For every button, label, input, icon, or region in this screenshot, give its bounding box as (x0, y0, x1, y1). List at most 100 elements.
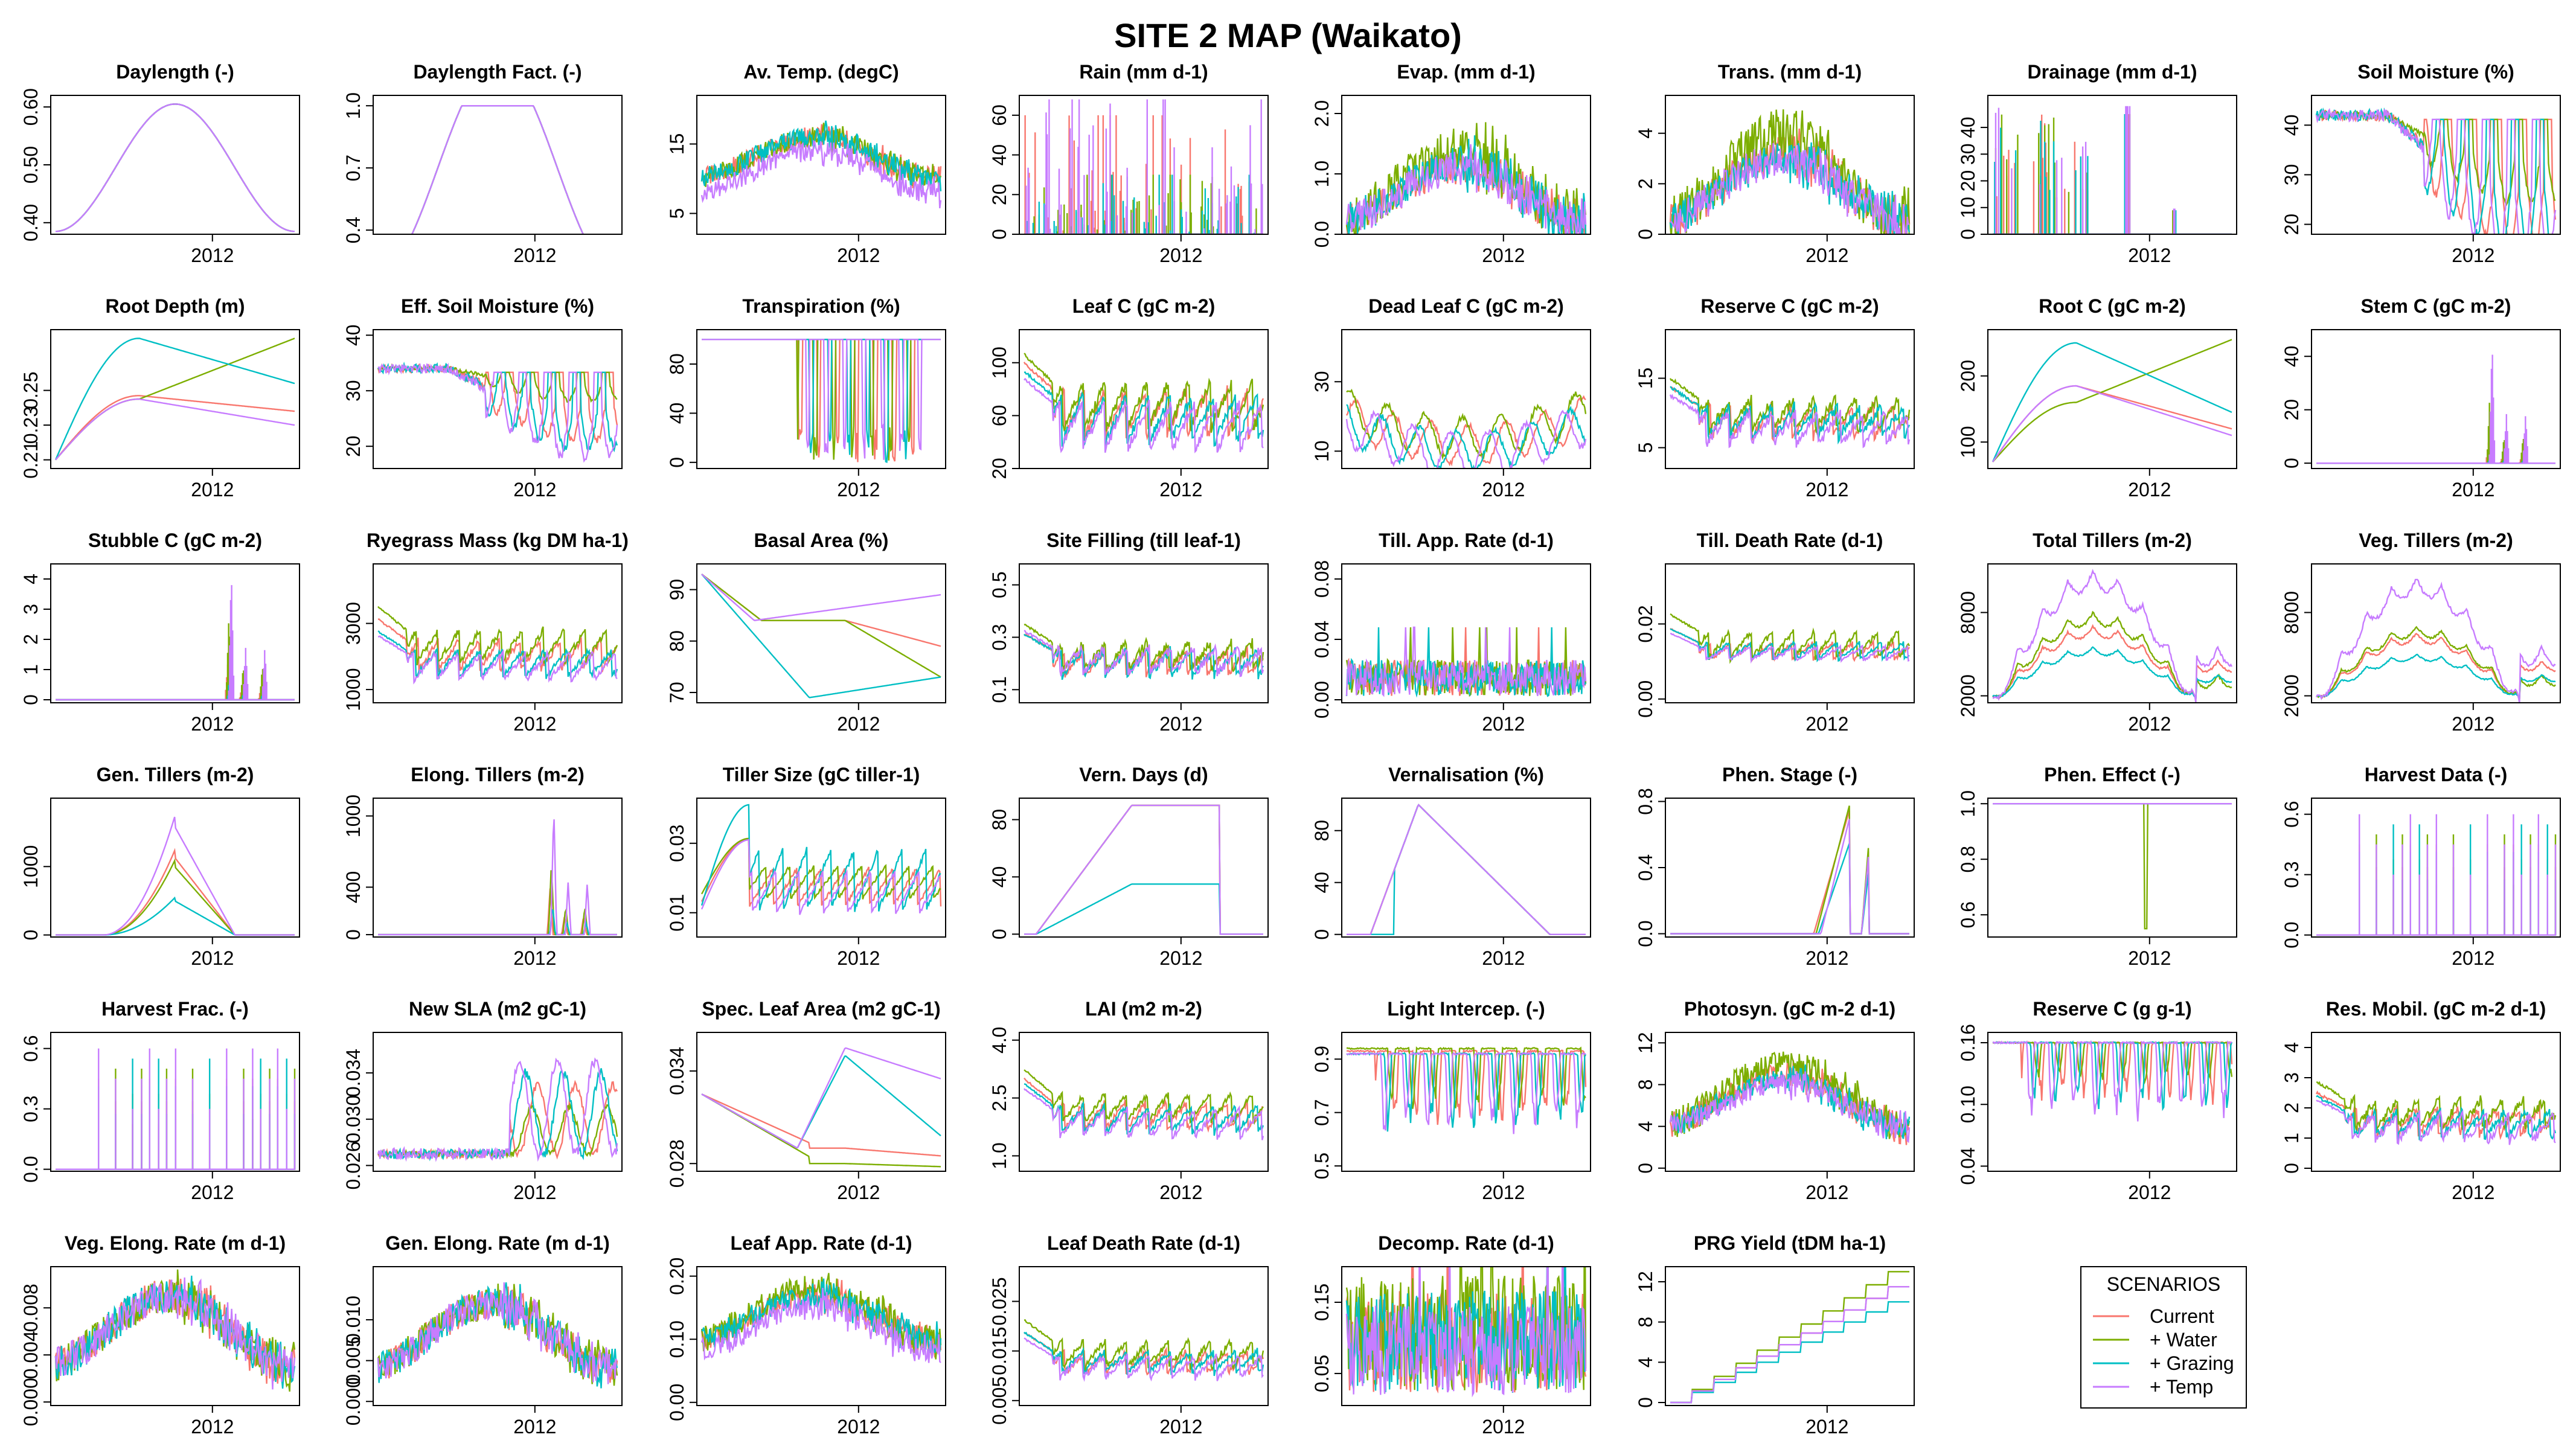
x-tick-label: 2012 (1159, 1182, 1202, 1203)
panel-till-app-rate-d-1: Till. App. Rate (d-1) 0.00 0.04 0.08 2012 (1311, 529, 1591, 735)
series-group (378, 819, 617, 936)
y-tick-label: 2.0 (1311, 100, 1333, 127)
plot-frame (1341, 95, 1591, 235)
plot-frame (1019, 1032, 1269, 1172)
series-line-water (1347, 804, 1586, 935)
x-tick-label: 2012 (837, 713, 880, 735)
x-tick-label: 2012 (1159, 713, 1202, 735)
y-tick-label: 0.008 (20, 1284, 42, 1332)
y-tick-label: 0 (342, 929, 364, 940)
panel-prg-yield-tdm-ha-1: PRG Yield (tDM ha-1) 0 4 8 12 2012 (1635, 1232, 1915, 1438)
panel-title-reserve-c-g-g-1: Reserve C (g g-1) (2033, 998, 2191, 1020)
plot-frame (1341, 329, 1591, 469)
series-group (1345, 1267, 1587, 1398)
series-line-water (1024, 623, 1264, 674)
series-line-grazing (1993, 114, 2232, 234)
y-tick-label: 0.10 (1957, 1086, 1979, 1123)
legend-label-grazing: + Grazing (2150, 1352, 2234, 1374)
series-group (54, 1269, 296, 1392)
series-line-water (1993, 803, 2232, 930)
panel-title-veg-tillers-m-2: Veg. Tillers (m-2) (2359, 529, 2513, 551)
y-tick-label: 1000 (20, 845, 42, 888)
panel-title-elong-tillers-m-2: Elong. Tillers (m-2) (411, 764, 584, 785)
x-tick-label: 2012 (2128, 713, 2171, 735)
y-tick-label: 200 (1957, 360, 1979, 392)
x-tick-label: 2012 (1805, 1182, 1848, 1203)
x-tick-label: 2012 (191, 947, 234, 969)
plot-frame (50, 1032, 300, 1172)
y-tick-label: 0.40 (20, 204, 42, 242)
series-line-grazing (2316, 653, 2556, 700)
series-group (2316, 814, 2557, 936)
series-group (701, 574, 941, 699)
y-tick-label: 0.1 (988, 676, 1010, 703)
x-tick-label: 2012 (513, 947, 556, 969)
plot-frame (373, 1032, 623, 1172)
series-line-temp (54, 1277, 296, 1390)
panel-title-gen-elong-rate-m-d-1: Gen. Elong. Rate (m d-1) (385, 1232, 610, 1254)
series-line-temp (2315, 107, 2557, 234)
panel-title-leaf-app-rate-d-1: Leaf App. Rate (d-1) (730, 1232, 912, 1254)
series-group (1024, 623, 1264, 680)
series-line-grazing (2316, 1095, 2557, 1141)
plot-frame (1341, 563, 1591, 703)
series-line-water (411, 105, 584, 234)
series-group (377, 1282, 618, 1389)
series-line-grazing (1346, 404, 1586, 468)
y-tick-label: 0.3 (2281, 861, 2302, 888)
series-line-current (411, 105, 584, 234)
plot-frame (696, 95, 946, 235)
series-group (377, 606, 618, 685)
panel-photosyn-gc-m-2-d-1: Photosyn. (gC m-2 d-1) 0 4 8 12 2012 (1635, 998, 1915, 1203)
panel-phen-effect: Phen. Effect (-) 0.6 0.8 1.0 2012 (1957, 764, 2237, 969)
series-line-current (56, 664, 295, 701)
y-tick-label: 0.25 (20, 371, 42, 409)
panel-title-till-death-rate-d-1: Till. Death Rate (d-1) (1697, 529, 1883, 551)
series-line-temp (1993, 106, 2232, 234)
series-line-current (1024, 115, 1263, 234)
y-tick-label: 100 (988, 347, 1010, 379)
series-line-water (1024, 1319, 1264, 1373)
y-tick-label: 0.8 (1635, 788, 1656, 814)
series-group (56, 1048, 296, 1170)
y-tick-label: 0.04 (1311, 621, 1333, 658)
y-tick-label: 12 (1635, 1271, 1656, 1293)
legend: SCENARIOS Current + Water + Grazing + Te… (2080, 1266, 2247, 1409)
y-tick-label: 2.5 (988, 1084, 1010, 1111)
plot-frame (373, 563, 623, 703)
y-tick-label: 2000 (2281, 674, 2302, 717)
panel-title-harvest-frac: Harvest Frac. (-) (101, 998, 249, 1020)
y-tick-label: 0.004 (20, 1331, 42, 1379)
series-line-water (2316, 1081, 2557, 1132)
x-tick-label: 2012 (191, 245, 234, 266)
y-tick-label: 40 (342, 324, 364, 346)
panel-title-leaf-c-gc-m-2: Leaf C (gC m-2) (1072, 295, 1215, 317)
y-tick-label: 0.005 (988, 1377, 1010, 1425)
plot-frame (1341, 1266, 1591, 1406)
legend-label-water: + Water (2150, 1329, 2217, 1351)
series-group (1669, 109, 1911, 234)
panel-tiller-size-gc-tiller-1: Tiller Size (gC tiller-1) 0.01 0.03 2012 (666, 764, 946, 969)
y-tick-label: 1.0 (1311, 161, 1333, 187)
series-line-grazing (1347, 804, 1586, 935)
series-group (56, 103, 295, 232)
series-group (1345, 122, 1587, 234)
panel-drainage-mm-d-1: Drainage (mm d-1) 0 10 20 30 40 2012 (1957, 61, 2237, 266)
panel-root-c-gc-m-2: Root C (gC m-2) 100 200 2012 (1957, 295, 2237, 501)
plot-frame (1665, 95, 1915, 235)
plot-frame (373, 1266, 623, 1406)
x-tick-label: 2012 (1159, 1416, 1202, 1438)
series-line-current (1346, 1049, 1587, 1125)
y-tick-label: 0 (2281, 1163, 2302, 1174)
series-group (701, 1047, 941, 1168)
series-line-water (1024, 174, 1263, 234)
plot-frame (1987, 1032, 2237, 1172)
series-line-water (1669, 378, 1911, 437)
series-line-water (1024, 1069, 1264, 1125)
series-group (377, 361, 618, 463)
panel-title-root-c-gc-m-2: Root C (gC m-2) (2039, 295, 2186, 317)
y-tick-label: 0.00 (1635, 680, 1656, 718)
